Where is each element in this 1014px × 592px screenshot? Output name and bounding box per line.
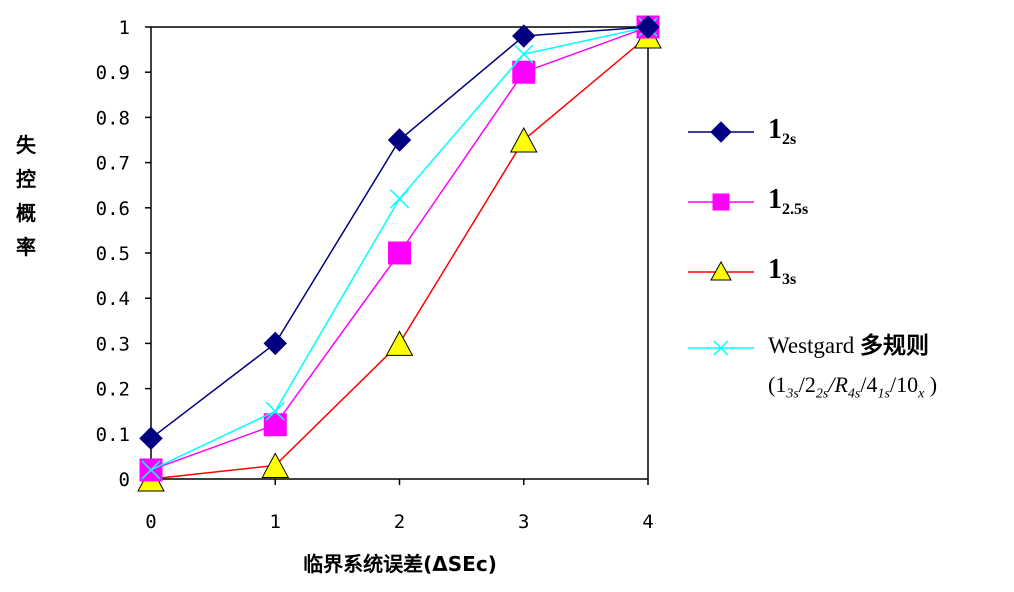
data-point-s12 xyxy=(636,15,660,39)
data-point-s125 xyxy=(512,60,536,84)
x-tick-label: 4 xyxy=(642,511,653,533)
x-marker-stroke xyxy=(389,189,410,209)
y-tick-label: 0.5 xyxy=(96,243,130,265)
data-point-s12 xyxy=(387,128,412,152)
legend-label-1-3s: 13s xyxy=(768,254,797,288)
y-axis-label: 失控概率 xyxy=(14,128,38,264)
y-tick-label: 0.3 xyxy=(96,333,130,355)
legend-label-westgard: Westgard 多规则 xyxy=(768,333,930,359)
y-tick-label: 0 xyxy=(119,469,130,491)
x-marker-icon xyxy=(688,340,754,356)
x-tick-label: 2 xyxy=(394,511,405,533)
y-tick-label: 0.2 xyxy=(96,379,130,401)
x-marker-stroke xyxy=(265,401,285,421)
x-marker-stroke xyxy=(514,44,534,64)
data-point-wg xyxy=(514,44,534,64)
square-marker-icon xyxy=(688,193,754,211)
data-point-s12 xyxy=(512,24,536,48)
data-point-wg xyxy=(389,189,410,209)
y-tick-label: 0.9 xyxy=(96,62,130,84)
data-point-wg xyxy=(265,401,285,421)
x-axis: 0 1 2 3 4 xyxy=(145,479,654,533)
x-marker-stroke xyxy=(141,460,161,480)
y-tick-label: 0.6 xyxy=(96,198,130,220)
legend-label-1-2-5s: 12.5s xyxy=(768,184,809,218)
series-s12 xyxy=(139,15,660,451)
y-axis: 0 0.1 0.2 0.3 0.4 0.5 0.6 0.7 0.8 0.9 1 xyxy=(96,17,151,491)
series-wg xyxy=(141,17,658,480)
data-point-s125 xyxy=(263,413,287,437)
y-axis-label-char: 概 xyxy=(16,201,36,225)
y-tick-label: 0.4 xyxy=(96,288,130,310)
y-axis-label-char: 控 xyxy=(16,167,36,191)
y-axis-label-char: 失 xyxy=(16,133,36,157)
y-axis-label-char: 率 xyxy=(16,235,36,259)
x-tick-label: 1 xyxy=(270,511,281,533)
legend-label-1-2s: 12s xyxy=(768,114,797,148)
data-point-s13 xyxy=(385,330,414,356)
data-point-s125 xyxy=(388,241,411,265)
data-point-s13 xyxy=(261,452,290,478)
legend: 12s 12.5s 13s Westgard 多规则 (13s/22s/R4s/… xyxy=(686,0,1014,592)
data-point-s12 xyxy=(263,331,287,356)
y-tick-label: 0.8 xyxy=(96,107,130,129)
data-point-s13 xyxy=(509,126,538,153)
y-tick-label: 0.1 xyxy=(96,424,130,446)
westgard-rule-text: (13s/22s/R4s/41s/10x ) xyxy=(768,372,938,402)
diamond-marker-icon xyxy=(688,121,754,143)
triangle-marker-icon xyxy=(688,260,754,281)
line-chart: 0 0.1 0.2 0.3 0.4 0.5 0.6 0.7 0.8 0.9 1 0 1 2 3 4 xyxy=(96,15,662,533)
x-axis-label: 临界系统误差(ΔSEc) xyxy=(303,552,497,576)
y-tick-label: 1 xyxy=(119,17,130,39)
series-layer xyxy=(137,15,662,492)
x-tick-label: 3 xyxy=(518,511,529,533)
y-tick-label: 0.7 xyxy=(96,153,130,175)
data-point-wg xyxy=(141,460,161,480)
x-tick-label: 0 xyxy=(145,511,156,533)
data-point-s12 xyxy=(139,426,163,451)
